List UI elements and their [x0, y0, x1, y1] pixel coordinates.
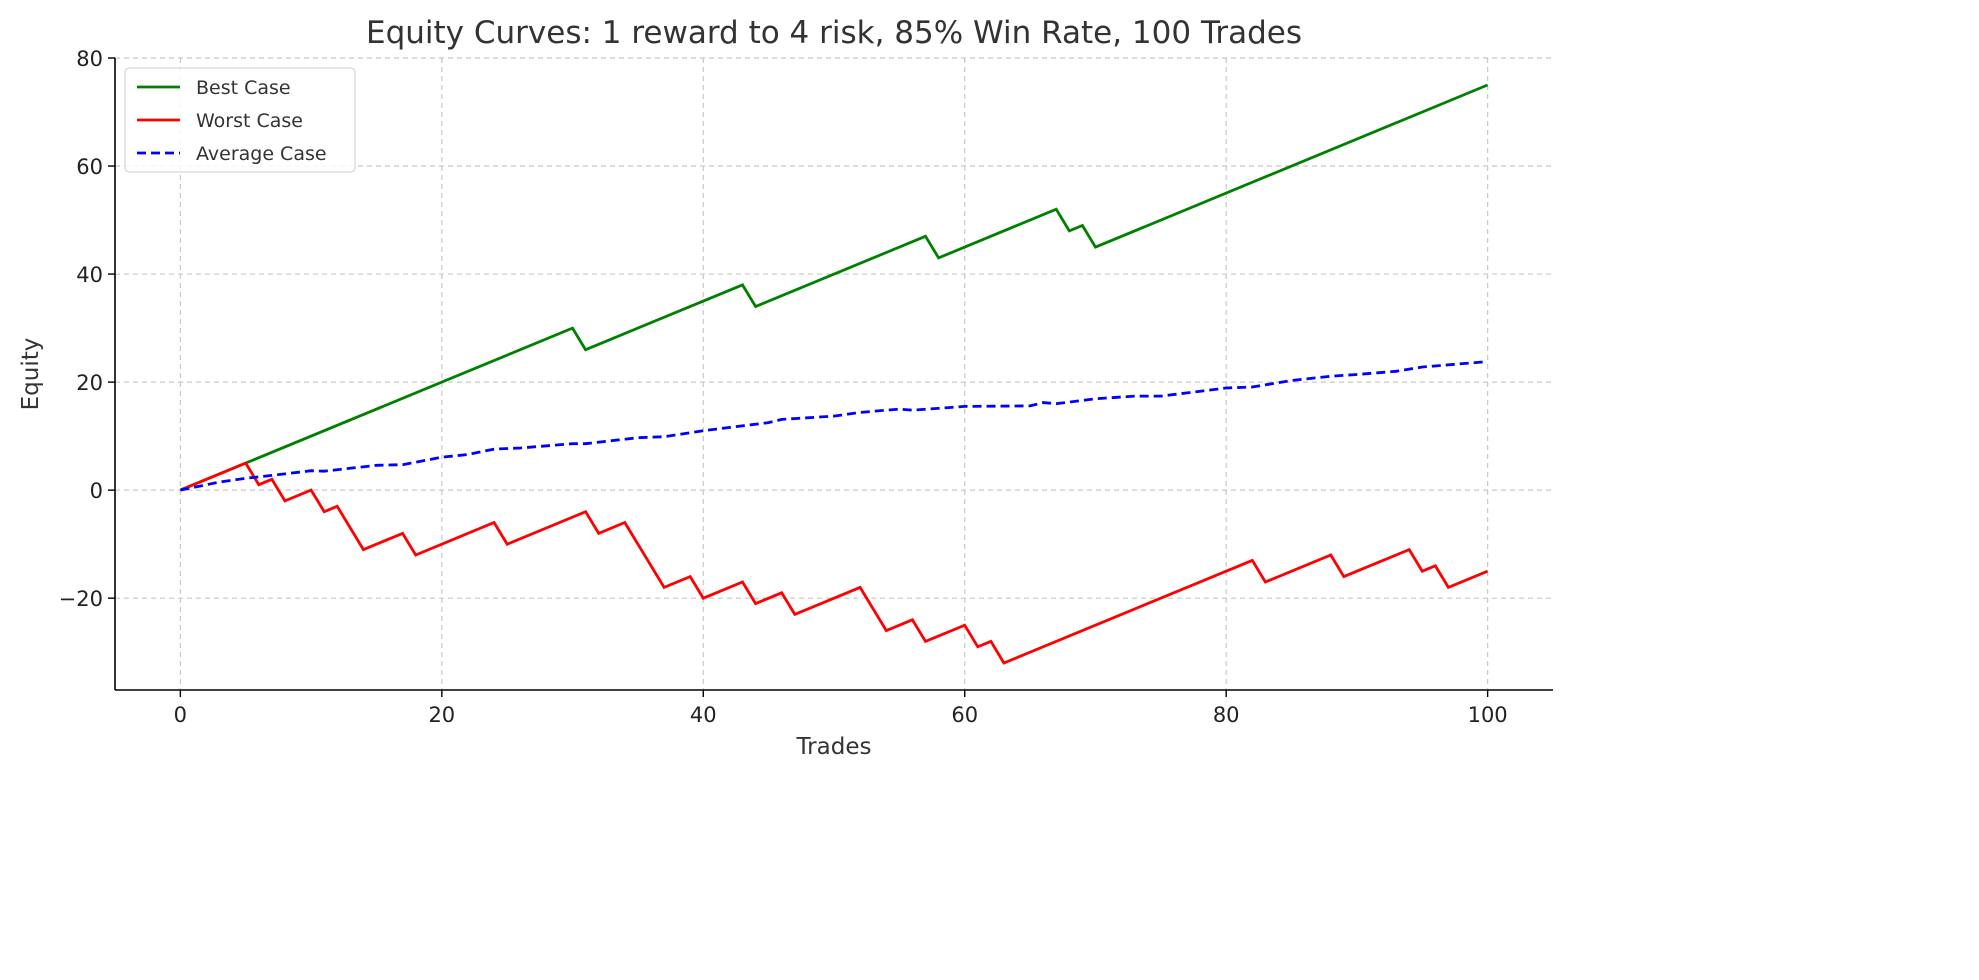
y-tick-label: 40 [76, 263, 103, 287]
ticks: 0 20 40 60 80 100 −20 0 20 40 60 80 [59, 47, 1508, 727]
line-best-case [179, 83, 1489, 492]
chart-title: Equity Curves: 1 reward to 4 risk, 85% W… [366, 15, 1302, 51]
legend-box [124, 67, 356, 173]
x-axis-label: Trades [796, 734, 872, 760]
grid [115, 57, 1553, 690]
y-tick-label: 60 [76, 155, 103, 179]
line-worst-case [179, 461, 1489, 665]
legend-label-worst-case: Worst Case [196, 110, 303, 132]
x-tick-label: 60 [951, 703, 978, 727]
y-axis-label: Equity [18, 338, 44, 411]
line-average-case [180, 360, 1488, 492]
y-tick-label: 80 [76, 47, 103, 71]
x-tick-label: 20 [428, 703, 455, 727]
legend: Best Case Worst Case Average Case [124, 67, 356, 173]
y-tick-label: 20 [76, 371, 103, 395]
y-tick-label: −20 [59, 587, 103, 611]
x-tick-label: 40 [690, 703, 717, 727]
y-tick-label: 0 [90, 479, 103, 503]
x-tick-label: 80 [1213, 703, 1240, 727]
series-lines [179, 83, 1489, 665]
x-tick-label: 0 [174, 703, 187, 727]
legend-label-best-case: Best Case [196, 77, 291, 99]
legend-label-average-case: Average Case [196, 143, 327, 165]
axes [114, 58, 1553, 691]
x-tick-label: 100 [1468, 703, 1508, 727]
